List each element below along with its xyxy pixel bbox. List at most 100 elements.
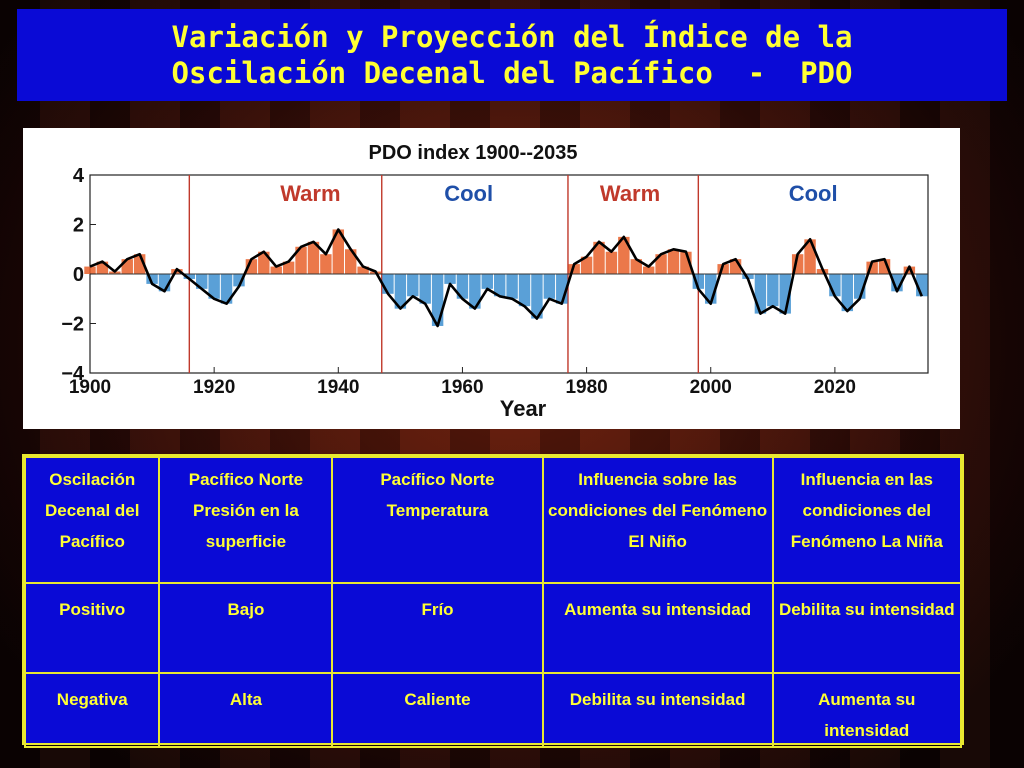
regime-label: Cool <box>444 181 493 206</box>
negative-anomaly-bar <box>916 274 928 297</box>
negative-anomaly-bar <box>841 274 854 312</box>
x-tick-label: 2000 <box>690 377 732 398</box>
negative-anomaly-bar <box>469 274 481 309</box>
table-cell: Caliente <box>331 672 544 748</box>
table-header-cell: Influencia en las condiciones del Fenóme… <box>771 456 963 584</box>
negative-anomaly-bar <box>754 274 767 314</box>
negative-anomaly-bar <box>531 274 543 319</box>
pdo-table-container: Oscilación Decenal del Pacífico Pacífico… <box>22 454 964 748</box>
negative-anomaly-bar <box>556 274 568 304</box>
negative-anomaly-bar <box>456 274 469 299</box>
x-tick-label: 1940 <box>317 377 359 398</box>
y-tick-label: 0 <box>73 264 84 286</box>
negative-anomaly-bar <box>854 274 866 299</box>
negative-anomaly-bar <box>493 274 506 297</box>
negative-anomaly-bar <box>158 274 171 292</box>
positive-anomaly-bar <box>345 249 357 274</box>
positive-anomaly-bar <box>270 266 282 274</box>
slide-title-line-1: Variación y Proyección del Índice de la <box>171 20 853 54</box>
negative-anomaly-bar <box>692 274 705 289</box>
positive-anomaly-bar <box>580 256 593 274</box>
positive-anomaly-bar <box>903 266 916 274</box>
negative-anomaly-bar <box>407 274 419 297</box>
x-tick-label: 1920 <box>193 377 235 398</box>
positive-anomaly-bar <box>332 229 345 274</box>
positive-anomaly-bar <box>568 264 580 274</box>
positive-anomaly-bar <box>593 241 605 274</box>
table-header-cell: Pacífico Norte Temperatura <box>331 456 544 584</box>
table-cell: Aumenta su intensidad <box>541 582 774 674</box>
table-row: Negativa Alta Caliente Debilita su inten… <box>23 672 963 748</box>
negative-anomaly-bar <box>196 274 208 289</box>
x-tick-label: 1900 <box>69 377 111 398</box>
negative-anomaly-bar <box>208 274 220 299</box>
pdo-chart-svg: PDO index 1900--2035 Year Warm Cool Warm Co… <box>61 142 929 421</box>
positive-anomaly-bar <box>717 264 729 274</box>
positive-anomaly-bar <box>357 266 369 274</box>
table-cell: Frío <box>331 582 544 674</box>
negative-anomaly-bar <box>146 274 158 284</box>
negative-anomaly-bar <box>481 274 493 289</box>
negative-anomaly-bar <box>543 274 556 299</box>
negative-anomaly-bar <box>183 274 196 279</box>
regime-label: Warm <box>280 181 340 206</box>
y-tick-label: −2 <box>61 314 84 336</box>
positive-anomaly-bar <box>878 259 891 274</box>
positive-anomaly-bar <box>667 249 680 274</box>
x-tick-label: 1960 <box>441 377 483 398</box>
negative-anomaly-bar <box>431 274 444 326</box>
positive-anomaly-bar <box>282 261 295 274</box>
negative-anomaly-bar <box>220 274 233 304</box>
y-tick-label: 2 <box>73 215 84 237</box>
positive-anomaly-bar <box>245 259 258 274</box>
positive-anomaly-bar <box>655 254 667 274</box>
positive-anomaly-bar <box>133 254 146 274</box>
negative-anomaly-bar <box>767 274 779 307</box>
pdo-index-line <box>89 228 923 328</box>
negative-anomaly-bar <box>779 274 791 314</box>
positive-anomaly-bar <box>618 236 630 274</box>
table-cell: Alta <box>158 672 334 748</box>
negative-anomaly-bar <box>829 274 841 297</box>
positive-anomaly-bar <box>642 266 655 274</box>
table-header-cell: Influencia sobre las condiciones del Fen… <box>541 456 774 584</box>
table-header-cell: Pacífico Norte Presión en la superficie <box>158 456 334 584</box>
positive-anomaly-bar <box>307 241 320 274</box>
positive-anomaly-bar <box>258 251 270 274</box>
slide-title-line-2: Oscilación Decenal del Pacífico - PDO <box>171 56 853 90</box>
positive-anomaly-bar <box>121 259 133 274</box>
x-tick-label: 2020 <box>814 377 856 398</box>
positive-anomaly-bar <box>680 251 692 274</box>
positive-anomaly-bar <box>729 259 742 274</box>
chart-title: PDO index 1900--2035 <box>369 142 578 164</box>
negative-anomaly-bar <box>233 274 245 287</box>
positive-anomaly-bar <box>96 261 109 274</box>
pdo-chart: PDO index 1900--2035 Year Warm Cool Warm Co… <box>23 128 960 429</box>
pdo-influence-table: Oscilación Decenal del Pacífico Pacífico… <box>23 456 963 748</box>
table-cell: Negativa <box>23 672 161 748</box>
positive-anomaly-bar <box>804 239 816 274</box>
positive-anomaly-bar <box>866 261 878 274</box>
y-tick-label: 4 <box>73 165 85 187</box>
positive-anomaly-bar <box>791 254 804 274</box>
table-cell: Bajo <box>158 582 334 674</box>
regime-label: Cool <box>789 181 838 206</box>
negative-anomaly-bar <box>382 274 394 294</box>
table-cell: Debilita su intensidad <box>771 582 963 674</box>
table-header-row: Oscilación Decenal del Pacífico Pacífico… <box>23 456 963 584</box>
table-row: Positivo Bajo Frío Aumenta su intensidad… <box>23 582 963 674</box>
negative-anomaly-bar <box>394 274 407 309</box>
positive-anomaly-bar <box>630 259 642 274</box>
negative-anomaly-bar <box>419 274 431 304</box>
table-cell: Aumenta su intensidad <box>771 672 963 748</box>
positive-anomaly-bar <box>605 251 618 274</box>
table-cell: Debilita su intensidad <box>541 672 774 748</box>
regime-label: Warm <box>600 181 660 206</box>
negative-anomaly-bar <box>891 274 903 292</box>
positive-anomaly-bar <box>84 266 96 274</box>
y-tick-label: −4 <box>61 363 85 385</box>
negative-anomaly-bar <box>506 274 518 299</box>
positive-anomaly-bar <box>320 254 332 274</box>
negative-anomaly-bar <box>444 274 456 284</box>
